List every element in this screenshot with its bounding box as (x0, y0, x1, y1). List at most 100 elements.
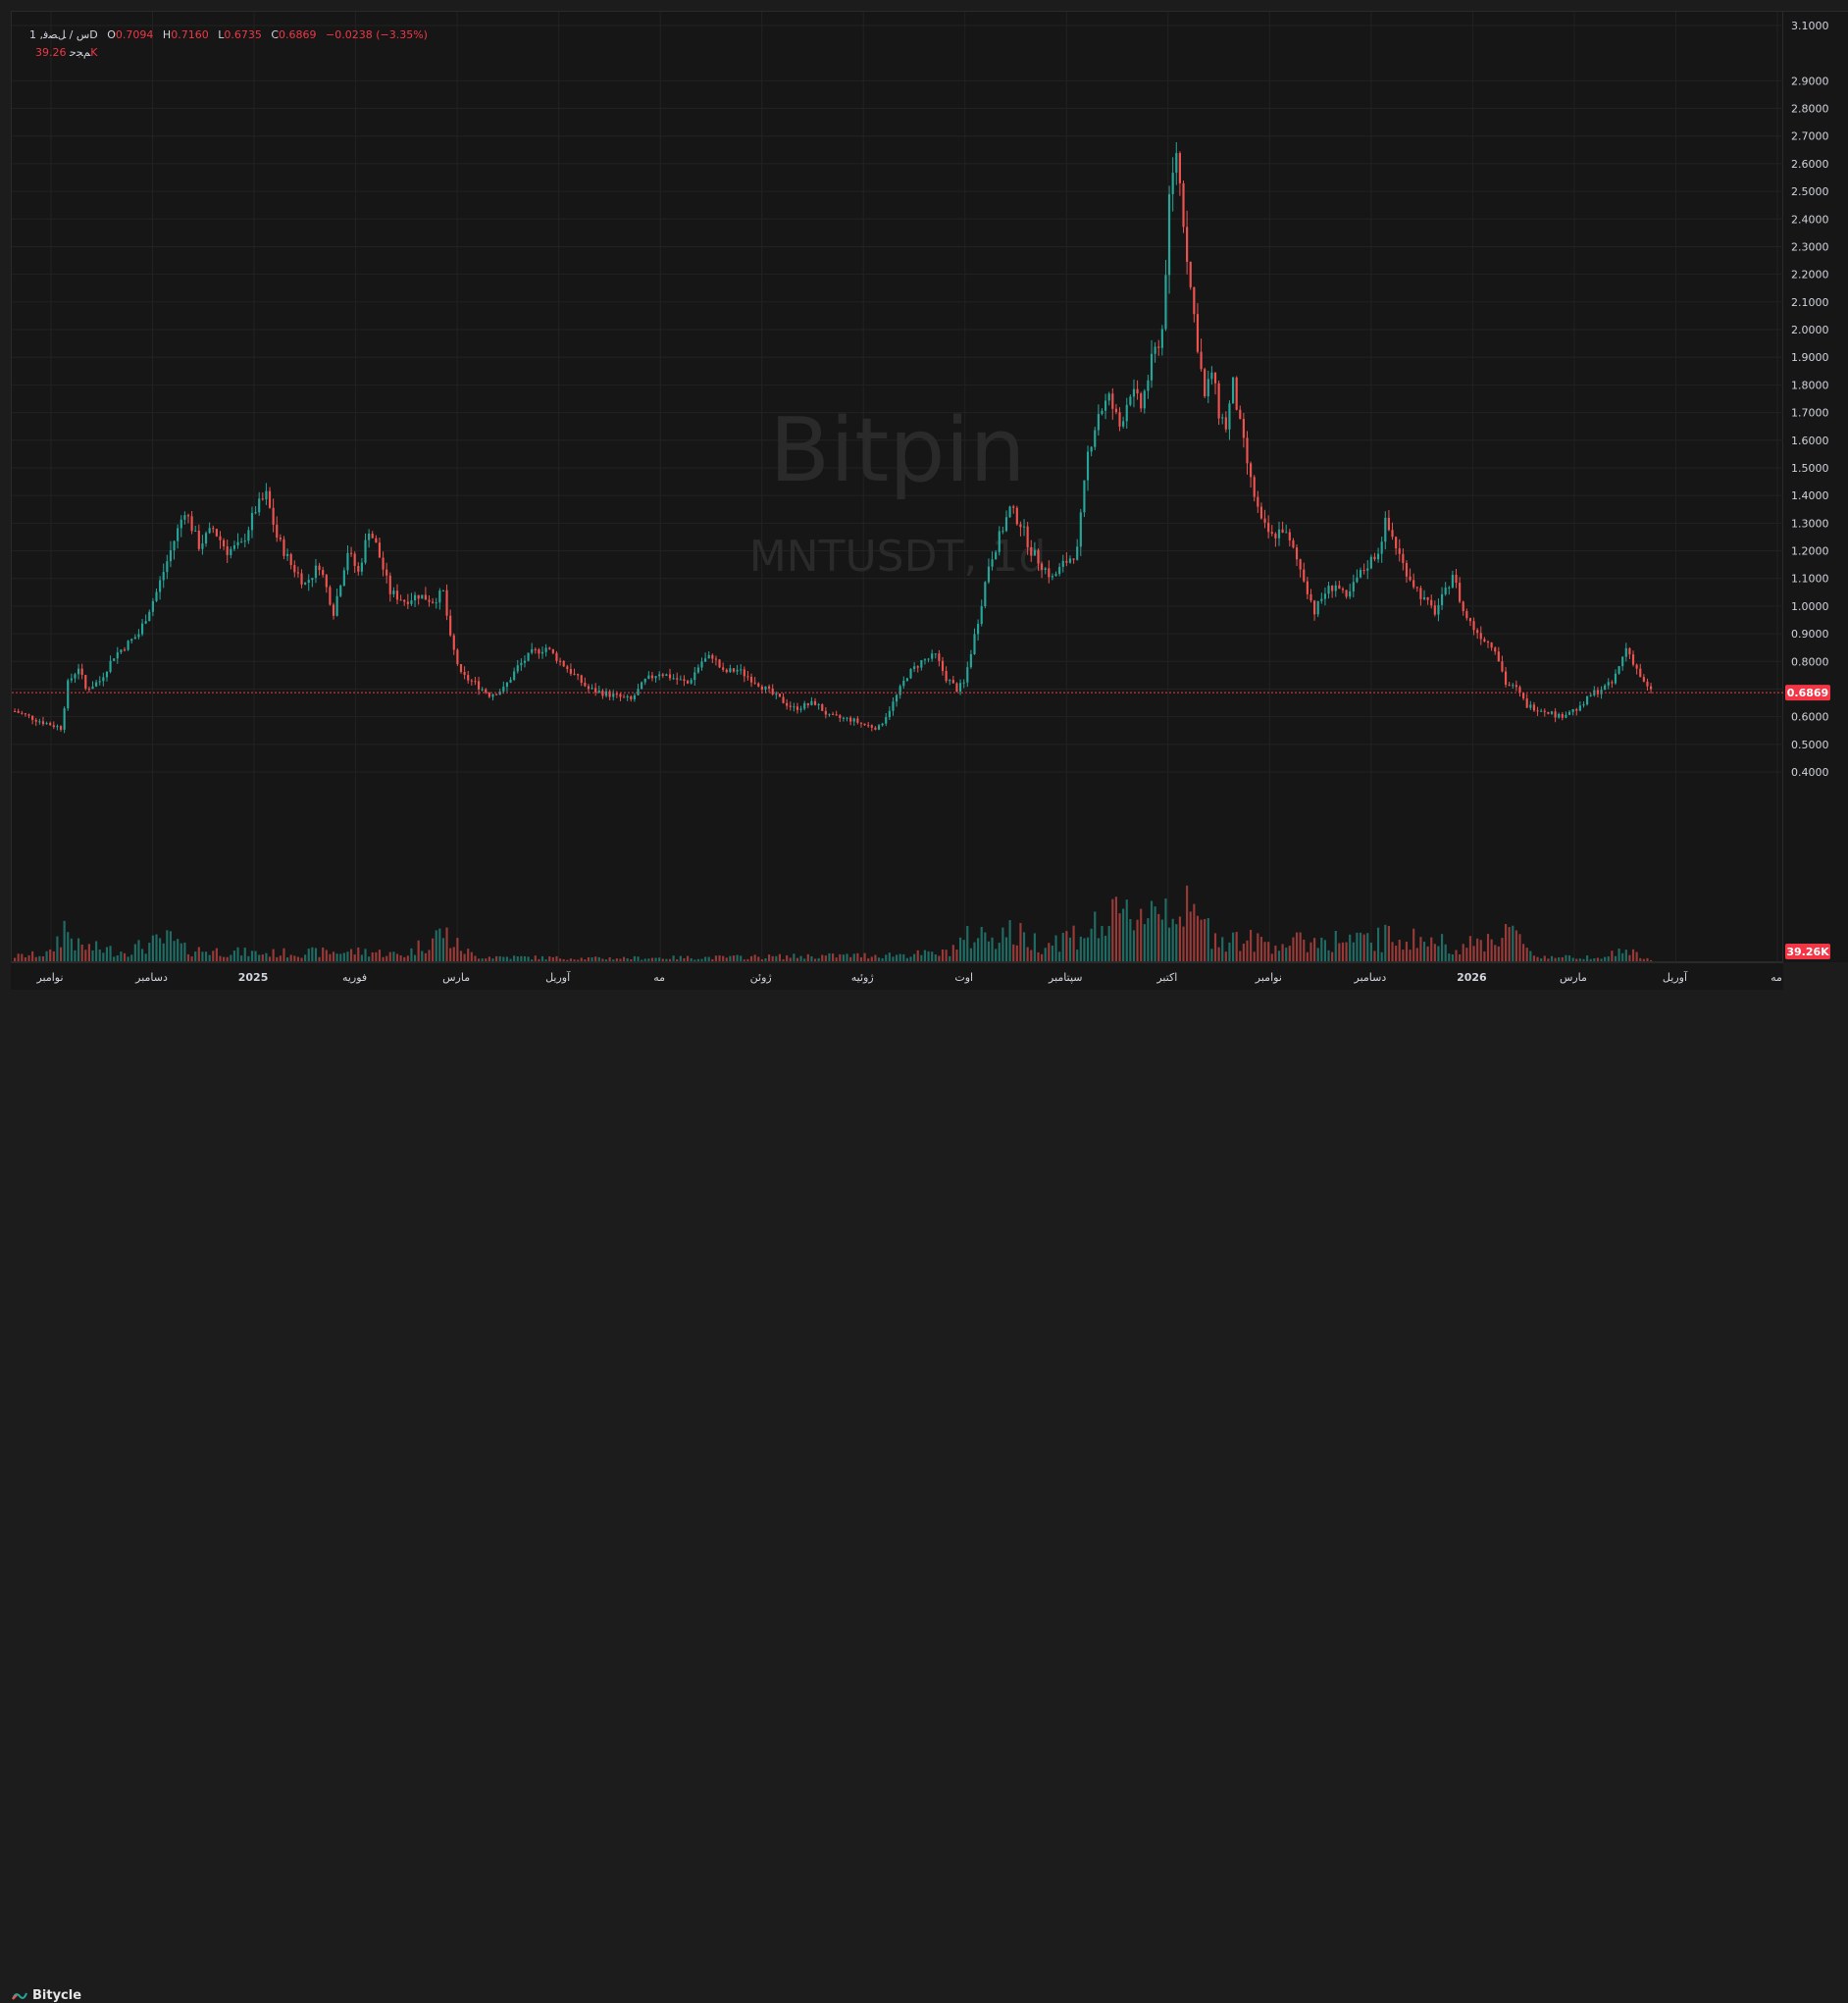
candle (863, 723, 866, 726)
price-tick-label: 1.1000 (1791, 573, 1829, 586)
volume-bar (672, 955, 675, 961)
volume-bar (318, 956, 321, 961)
volume-bar (821, 954, 824, 961)
volume-bar (1267, 942, 1270, 961)
candle (435, 597, 437, 609)
volume-bar (1213, 933, 1217, 961)
candle (159, 576, 162, 600)
candle (1561, 711, 1564, 721)
time-axis[interactable]: نوامبر دسامبر 2025 فوریه مارس آوریل مه ژوئن ژوئی… (11, 962, 1783, 990)
volume-bar (1448, 953, 1451, 961)
candle (778, 693, 782, 697)
volume-bar (615, 958, 618, 961)
volume-bar (1257, 933, 1259, 961)
volume-bar (116, 955, 119, 961)
candle (1178, 151, 1181, 196)
candle (1398, 539, 1401, 562)
candle (1270, 525, 1273, 537)
volume-bar (1327, 950, 1330, 961)
candle (318, 562, 321, 576)
volume-bar (1316, 948, 1319, 961)
footer-bar: Bitycle (0, 990, 1848, 2003)
plot-area[interactable]: Bitpin MNTUSDT, 1d (12, 12, 1784, 963)
candle (1196, 303, 1200, 354)
volume-bar (1412, 928, 1415, 961)
close-value: 0.6869 (279, 28, 317, 41)
candle (513, 667, 516, 682)
volume-bar (1076, 950, 1079, 961)
volume-bar (1646, 957, 1649, 961)
candle (1476, 628, 1479, 640)
volume-bar (793, 953, 796, 961)
candle (1068, 555, 1072, 564)
volume-bar (385, 955, 388, 961)
candle (1504, 666, 1508, 688)
volume-bar (31, 950, 34, 961)
legend-interval[interactable]: 1 ,ﺱ / ﻞﺼﻓD (29, 28, 98, 41)
candle (962, 679, 965, 689)
candle (604, 688, 608, 697)
volume-bar (1022, 932, 1026, 961)
candle (1550, 710, 1554, 715)
volume-bar (488, 956, 490, 961)
candle (346, 545, 349, 575)
candle (417, 594, 420, 605)
candle (796, 702, 799, 714)
volume-bar (1494, 945, 1497, 961)
volume-bar (95, 941, 98, 961)
volume-bar (1543, 955, 1546, 961)
volume-bar (378, 950, 382, 961)
candle (1459, 577, 1462, 604)
candle (31, 715, 34, 725)
volume-bar (98, 949, 101, 961)
volume-bar (417, 940, 420, 961)
candle (1472, 617, 1475, 636)
candle (123, 646, 127, 652)
volume-bar (1313, 938, 1316, 961)
price-tick-label: 2.3000 (1791, 240, 1829, 253)
candle (67, 678, 70, 711)
legend-high: H0.7160 (163, 28, 209, 41)
time-tick-label: مارس (442, 971, 470, 984)
candle (679, 675, 682, 681)
volume-bar (786, 954, 789, 961)
volume-bar (1065, 931, 1068, 961)
candle (357, 562, 360, 576)
candle (14, 708, 17, 712)
candle (268, 487, 272, 509)
volume-bar (368, 956, 371, 961)
volume-bar (658, 957, 661, 961)
candle (1380, 537, 1383, 563)
candle (771, 684, 774, 696)
volume-bar (693, 959, 696, 961)
footer-brand[interactable]: Bitycle (12, 1988, 81, 2003)
chart-pane[interactable]: Bitpin MNTUSDT, 1d 1 ,ﺱ / ﻞﺼﻓD O0.7094 H… (11, 11, 1784, 963)
volume-bar (987, 941, 991, 961)
volume-bar (254, 950, 257, 961)
candle (711, 653, 714, 664)
volume-bar (920, 954, 923, 961)
volume-bar (1462, 944, 1464, 961)
candle (1147, 375, 1150, 399)
volume-bar (296, 956, 299, 961)
candle (215, 528, 218, 538)
candle (1246, 431, 1249, 475)
volume-bar (1051, 946, 1054, 961)
volume-bar (463, 953, 466, 961)
candle (162, 563, 165, 589)
volume-bar (771, 955, 774, 961)
candle (286, 548, 289, 561)
time-tick-label: نوامبر (1255, 971, 1282, 984)
volume-bar (1369, 942, 1372, 961)
candle (130, 638, 133, 644)
candle (432, 597, 435, 604)
candle (1140, 391, 1143, 413)
candle (1313, 599, 1316, 621)
candle (1646, 678, 1649, 692)
price-axis[interactable]: 0.40000.50000.60000.70000.80000.90001.00… (1783, 11, 1848, 962)
volume-bar (566, 959, 569, 961)
price-tick-label: 2.0000 (1791, 324, 1829, 336)
candle (1285, 524, 1288, 534)
candle (1259, 502, 1263, 520)
candle (821, 703, 824, 711)
